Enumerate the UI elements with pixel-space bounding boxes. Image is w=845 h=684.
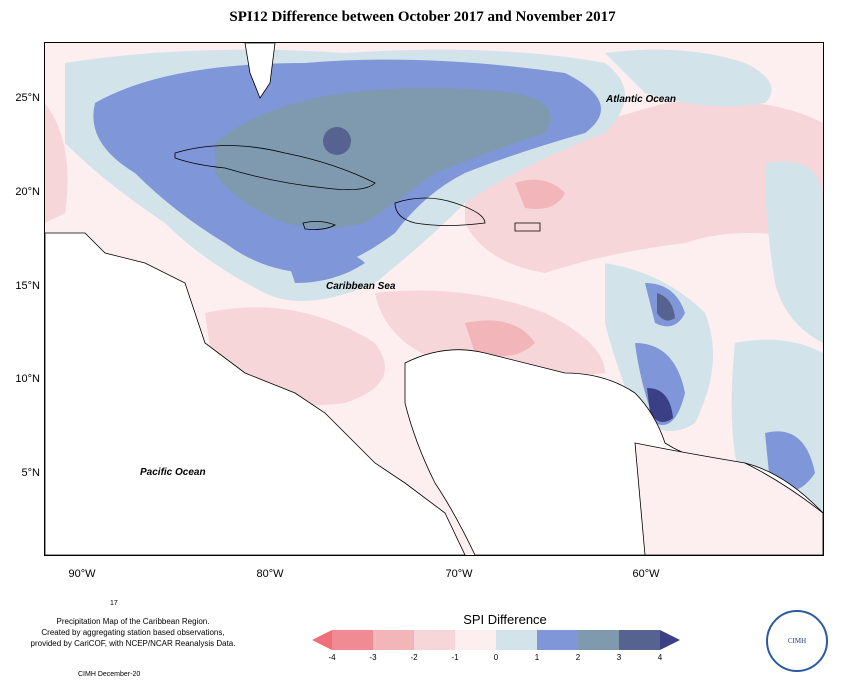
- caption-line2: Created by aggregating station based obs…: [41, 628, 225, 637]
- light-blue-zone-east: [765, 161, 823, 343]
- caption-line3: provided by CariCOF, with NCEP/NCAR Rean…: [30, 639, 236, 648]
- legend-tick-label: -1: [451, 653, 459, 662]
- caption-line1: Precipitation Map of the Caribbean Regio…: [56, 617, 210, 626]
- hispaniola-outline: [394, 197, 486, 226]
- lon-label-80w: 80°W: [256, 568, 284, 580]
- legend-arrow-low: [312, 630, 332, 650]
- legend-tick-label: 1: [534, 653, 540, 662]
- map-title: SPI12 Difference between October 2017 an…: [229, 9, 616, 25]
- legend-tick-label: -2: [410, 653, 418, 662]
- lon-label-70w: 70°W: [445, 568, 473, 580]
- cuba-outline: [174, 145, 376, 191]
- legend-cell: [578, 630, 619, 650]
- legend-tick-label: 4: [657, 653, 663, 662]
- lon-label-60w: 60°W: [632, 568, 660, 580]
- light-blue-zone-antilles: [605, 263, 713, 431]
- florida-peninsula: [244, 43, 276, 99]
- light-blue-zone-northeast: [605, 49, 772, 107]
- dark-zone-central-bahamas: [323, 127, 351, 155]
- legend-cell: [496, 630, 537, 650]
- legend-tick-label: -4: [328, 653, 336, 662]
- legend-arrow-high: [660, 630, 680, 650]
- jamaica-outline: [302, 221, 336, 230]
- pink-zone-venezuela-coast: [465, 320, 535, 357]
- lon-label-90w: 90°W: [68, 568, 96, 580]
- blue-zone-jamaica: [285, 249, 365, 283]
- pacific-ocean-label: Pacific Ocean: [140, 467, 206, 478]
- legend-cell: [332, 630, 373, 650]
- guianas-landmass: [634, 442, 823, 555]
- legend-cell: [414, 630, 455, 650]
- logo-text: CIMH: [787, 637, 807, 645]
- puerto-rico-outline: [514, 222, 541, 232]
- footer-credit: CIMH December-20: [78, 671, 141, 678]
- lat-label-20n: 20°N: [15, 186, 40, 198]
- lat-label-5n: 5°N: [21, 467, 40, 479]
- atlantic-ocean-label: Atlantic Ocean: [606, 94, 677, 105]
- lat-label-10n: 10°N: [15, 373, 40, 385]
- spi-difference-map: [45, 43, 823, 555]
- legend-tick-label: -3: [369, 653, 377, 662]
- lat-label-25n: 25°N: [15, 92, 40, 104]
- legend-cell: [373, 630, 414, 650]
- legend-title: SPI Difference: [463, 612, 547, 627]
- legend-cell: [619, 630, 660, 650]
- legend-tick-label: 3: [616, 653, 622, 662]
- map-area[interactable]: [44, 42, 824, 556]
- dark-zone-trinidad: [647, 388, 673, 422]
- legend-cell: [455, 630, 496, 650]
- pink-zone-west: [45, 103, 68, 223]
- blue-zone-trinidad: [635, 343, 685, 425]
- dark-zone-barbados: [657, 293, 675, 321]
- legend-tick-label: 0: [493, 653, 499, 662]
- pink-zone-hispaniola: [515, 179, 565, 209]
- caption-number: 17: [110, 600, 118, 607]
- legend-colorbar: [312, 630, 680, 650]
- dark-zone-cuba-core: [215, 88, 551, 228]
- central-america-landmass: [45, 232, 466, 555]
- lat-label-15n: 15°N: [15, 280, 40, 292]
- legend-cell: [537, 630, 578, 650]
- caribbean-sea-label: Caribbean Sea: [326, 281, 396, 292]
- cimh-logo: CIMH: [766, 610, 828, 672]
- legend-tick-label: 2: [575, 653, 581, 662]
